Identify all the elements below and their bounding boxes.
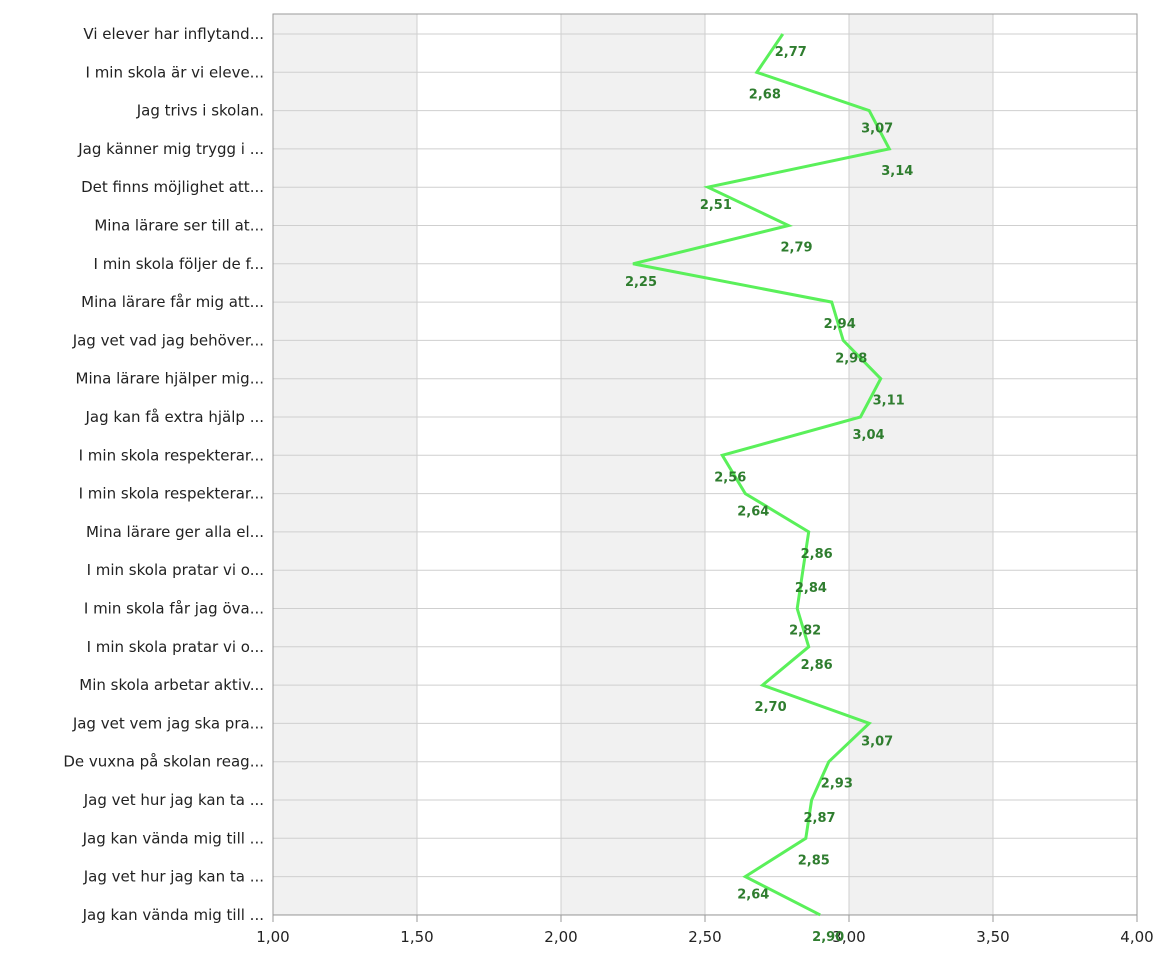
data-label: 2,64	[737, 888, 769, 903]
x-tick-label: 1,50	[400, 928, 433, 946]
background-band	[993, 14, 1137, 915]
category-label: I min skola följer de f...	[94, 255, 265, 273]
category-label: Jag vet hur jag kan ta ...	[83, 791, 264, 809]
category-label: Jag kan vända mig till ...	[82, 829, 264, 847]
category-label: Det finns möjlighet att...	[81, 178, 264, 196]
category-label: Jag kan få extra hjälp ...	[84, 408, 264, 426]
data-labels: 2,77 2,68 3,07 3,14 2,51 2,79 2,25 2,94 2,98 3,11…	[625, 45, 913, 945]
x-tick-label: 2,50	[688, 928, 721, 946]
category-label: Mina lärare hjälper mig...	[76, 370, 264, 388]
data-label: 2,25	[625, 275, 657, 290]
data-label: 2,64	[737, 505, 769, 520]
category-label: Mina lärare ser till at...	[94, 217, 264, 235]
background-bands	[273, 14, 1137, 915]
category-label: I min skola pratar vi o...	[87, 638, 264, 656]
category-label: I min skola respekterar...	[79, 446, 264, 464]
data-label: 2,56	[714, 470, 746, 485]
series-line	[632, 33, 892, 917]
gridlines	[272, 14, 1138, 916]
background-band	[417, 14, 561, 915]
x-tick-label: 3,00	[832, 928, 865, 946]
category-label: Mina lärare ger alla el...	[86, 523, 264, 541]
background-band	[849, 14, 993, 915]
data-label: 2,84	[795, 581, 827, 596]
background-band	[561, 14, 705, 915]
data-label: 2,94	[824, 317, 856, 332]
category-label: I min skola är vi eleve...	[86, 63, 265, 81]
x-tick-label: 2,00	[544, 928, 577, 946]
data-label: 2,93	[821, 777, 853, 792]
data-label: 2,86	[801, 547, 833, 562]
data-label: 2,79	[780, 241, 812, 256]
category-label: I min skola respekterar...	[79, 485, 264, 503]
data-label: 3,04	[852, 428, 884, 443]
category-label: Mina lärare får mig att...	[81, 293, 264, 311]
category-label: I min skola pratar vi o...	[87, 561, 264, 579]
x-tick-label: 3,50	[976, 928, 1009, 946]
data-label: 2,51	[700, 198, 732, 213]
data-label: 3,07	[861, 122, 893, 137]
series	[632, 33, 892, 917]
category-labels: Vi elever har inflytand... I min skola är…	[63, 25, 264, 924]
data-label: 2,86	[801, 658, 833, 673]
category-label: Jag känner mig trygg i ...	[77, 140, 264, 158]
category-label: Min skola arbetar aktiv...	[79, 676, 264, 694]
data-label: 2,77	[775, 45, 807, 60]
x-tick-label: 4,00	[1120, 928, 1153, 946]
category-label: Jag trivs i skolan.	[136, 102, 264, 120]
category-label: De vuxna på skolan reag...	[63, 753, 264, 771]
category-label: Vi elever har inflytand...	[83, 25, 264, 43]
data-label: 2,68	[749, 87, 781, 102]
value-axis-ticks: 1,00 1,50 2,00 2,50 3,00 3,50 4,00	[256, 915, 1154, 946]
data-label: 2,87	[804, 811, 836, 826]
category-label: I min skola får jag öva...	[84, 600, 264, 618]
data-label: 3,11	[873, 394, 905, 409]
data-label: 2,70	[755, 700, 787, 715]
data-label: 2,98	[835, 351, 867, 366]
category-label: Jag vet vem jag ska pra...	[72, 714, 264, 732]
x-tick-label: 1,00	[256, 928, 289, 946]
background-band	[273, 14, 417, 915]
category-label: Jag vet vad jag behöver...	[72, 331, 264, 349]
category-label: Jag vet hur jag kan ta ...	[83, 868, 264, 886]
category-label: Jag kan vända mig till ...	[82, 906, 264, 924]
data-label: 2,82	[789, 624, 821, 639]
data-label: 3,14	[881, 164, 913, 179]
data-label: 3,07	[861, 734, 893, 749]
data-label: 2,85	[798, 853, 830, 868]
data-label: 2,90	[812, 930, 844, 945]
